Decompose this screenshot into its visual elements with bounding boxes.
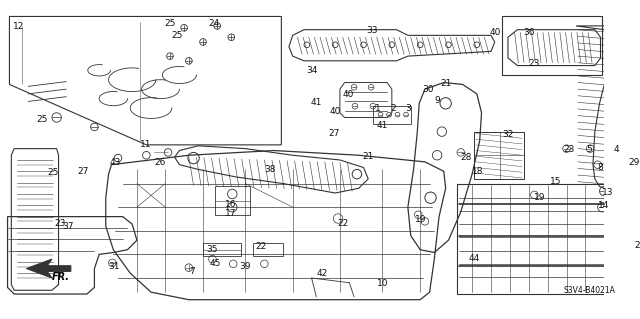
Text: S3V4-B4021A: S3V4-B4021A [564,286,616,294]
Text: FR.: FR. [52,272,70,282]
Text: 15: 15 [550,177,561,186]
Text: 21: 21 [440,79,451,88]
Bar [474,132,524,179]
Text: 39: 39 [239,262,250,271]
Text: 33: 33 [366,26,378,35]
Text: 25: 25 [37,115,48,124]
Bar [457,183,640,294]
Text: 27: 27 [77,167,89,175]
Text: 36: 36 [523,28,534,37]
Text: 27: 27 [328,129,340,138]
Text: 8: 8 [598,163,604,172]
Text: 10: 10 [377,279,388,288]
Text: 1: 1 [375,104,381,113]
Text: 26: 26 [154,158,165,167]
Text: 13: 13 [602,188,614,197]
Polygon shape [26,259,71,278]
Text: 4: 4 [614,145,620,154]
Text: 20: 20 [634,241,640,250]
Text: 7: 7 [189,267,195,276]
Text: 22: 22 [337,219,348,227]
Text: 32: 32 [502,130,514,139]
Bar [215,186,250,215]
Text: 23: 23 [529,59,540,68]
Text: 40: 40 [490,28,501,37]
Text: 12: 12 [13,22,24,31]
Text: 25: 25 [171,31,182,40]
Text: 21: 21 [363,152,374,161]
Bar [203,243,241,256]
Text: 28: 28 [461,153,472,162]
Text: 16: 16 [225,200,236,209]
Text: 9: 9 [435,96,440,105]
Text: 41: 41 [377,121,388,130]
Text: 31: 31 [109,262,120,271]
Text: 14: 14 [598,201,609,210]
Text: 2: 2 [390,104,396,113]
Text: 40: 40 [330,107,341,116]
Text: 42: 42 [316,270,328,278]
Text: 17: 17 [225,209,236,218]
Text: 24: 24 [209,19,220,28]
Bar [253,243,284,256]
Text: 23: 23 [564,145,575,154]
Text: 41: 41 [310,98,322,107]
Text: 45: 45 [210,259,221,268]
Text: 44: 44 [468,254,479,263]
Bar [373,106,411,124]
Text: 30: 30 [422,85,433,94]
Text: 23: 23 [55,219,66,227]
Text: 25: 25 [47,168,59,177]
Text: 34: 34 [306,66,317,76]
Text: 22: 22 [255,242,266,251]
Text: 19: 19 [415,215,427,224]
Text: 3: 3 [405,104,411,113]
Text: 40: 40 [343,90,354,99]
Text: 35: 35 [206,245,218,254]
Text: 29: 29 [628,158,639,167]
Text: 37: 37 [62,222,74,231]
Text: 5: 5 [586,145,592,154]
Text: 11: 11 [140,140,151,149]
Text: 43: 43 [109,158,121,167]
Text: 18: 18 [472,167,484,175]
Text: 25: 25 [164,19,175,28]
Text: 38: 38 [264,165,276,174]
Bar [502,17,602,75]
Text: 19: 19 [534,193,546,202]
